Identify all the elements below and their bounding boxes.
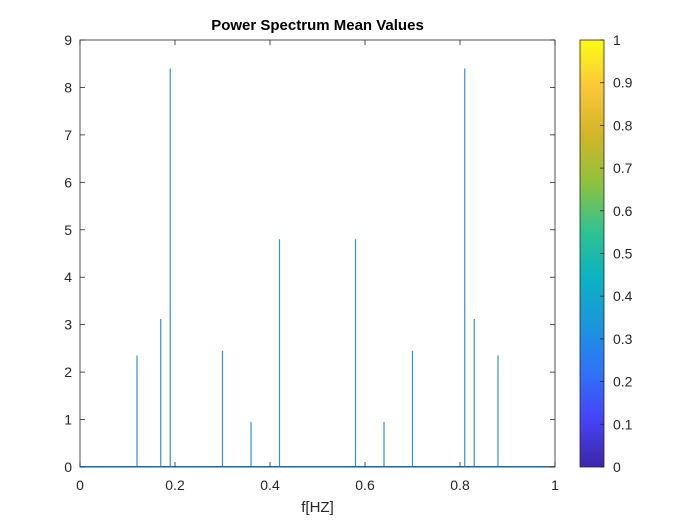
x-axis-label: f[HZ] xyxy=(301,499,334,516)
colorbar-tick-label: 1 xyxy=(613,32,621,48)
colorbar-tick-label: 0.1 xyxy=(613,416,633,432)
y-tick-label: 7 xyxy=(64,127,72,143)
y-tick-label: 9 xyxy=(64,32,72,48)
x-tick-label: 1 xyxy=(551,477,559,493)
x-tick-label: 0.8 xyxy=(450,477,470,493)
y-axis: 0 1 2 3 4 5 6 7 8 9 xyxy=(64,32,555,475)
colorbar-tick-label: 0 xyxy=(613,459,621,475)
axes-box xyxy=(79,39,556,468)
y-tick-label: 1 xyxy=(64,412,72,428)
colorbar-tick-label: 0.8 xyxy=(613,117,633,133)
colorbar-tick-label: 0.6 xyxy=(613,203,633,219)
y-tick-label: 0 xyxy=(64,459,72,475)
y-tick-label: 6 xyxy=(64,174,72,190)
colorbar-tick-label: 0.2 xyxy=(613,374,633,390)
chart-title: Power Spectrum Mean Values xyxy=(211,17,424,34)
y-tick-label: 5 xyxy=(64,222,72,238)
colorbar-axis: 0 0.1 0.2 0.3 0.4 0.5 0.6 0.7 0.8 0.9 1 xyxy=(600,32,633,475)
x-axis: 0 0.2 0.4 0.6 0.8 1 xyxy=(76,40,559,493)
plot-area xyxy=(80,40,555,467)
colorbar-tick-label: 0.5 xyxy=(613,246,633,262)
x-tick-label: 0.2 xyxy=(165,477,185,493)
colorbar-tick-label: 0.9 xyxy=(613,75,633,91)
x-tick-label: 0.6 xyxy=(355,477,375,493)
y-tick-label: 2 xyxy=(64,364,72,380)
x-tick-label: 0.4 xyxy=(260,477,280,493)
colorbar-tick-label: 0.4 xyxy=(613,288,633,304)
y-tick-label: 8 xyxy=(64,79,72,95)
colorbar-tick-label: 0.7 xyxy=(613,160,633,176)
y-tick-label: 4 xyxy=(64,269,72,285)
x-tick-label: 0 xyxy=(76,477,84,493)
spectrum-series xyxy=(80,68,555,467)
y-tick-label: 3 xyxy=(64,317,72,333)
colorbar-tick-label: 0.3 xyxy=(613,331,633,347)
